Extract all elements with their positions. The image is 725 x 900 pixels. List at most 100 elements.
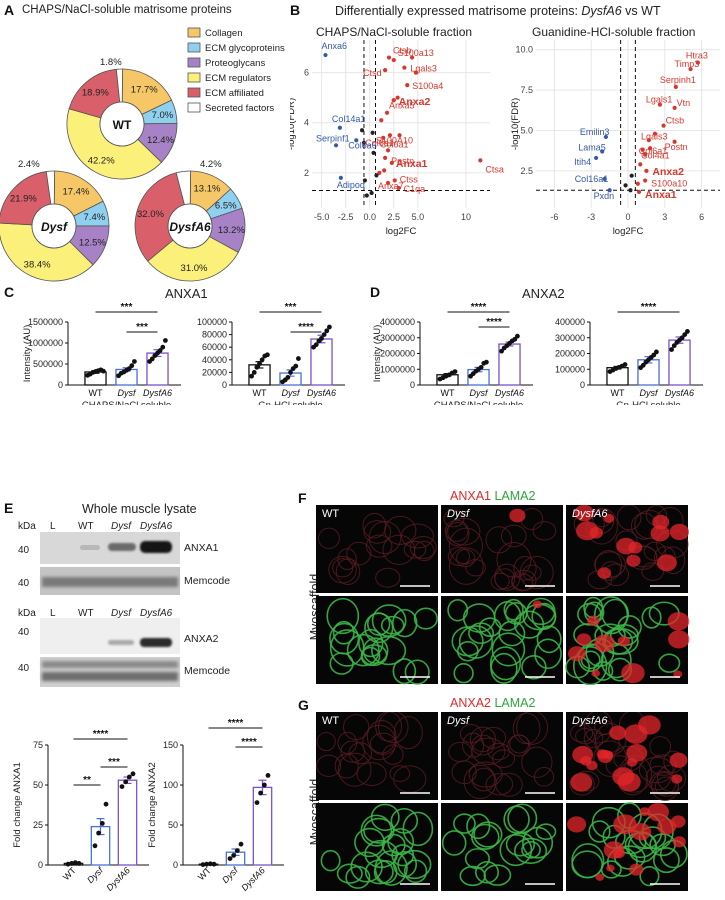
data-point <box>249 373 254 379</box>
fiber-outline <box>382 744 404 765</box>
scatter-point-ns <box>374 173 379 178</box>
scatter-point-up <box>389 160 394 165</box>
scatter-point-ns <box>362 178 368 183</box>
slice-label: 13.1% <box>194 184 221 195</box>
x-axis-label: CHAPS/NaCl soluble <box>82 400 171 405</box>
panel-g-micrographs <box>316 712 688 891</box>
panel-f-letter: F <box>298 490 307 506</box>
gene-label: Anxa6 <box>321 41 347 51</box>
fiber-outline <box>465 559 486 577</box>
fiber-outline <box>593 740 627 777</box>
bar <box>637 359 660 386</box>
data-point <box>654 349 659 355</box>
blot2-lane-dysfa6: DysfA6 <box>140 608 173 619</box>
blot1-label-memcode: Memcode <box>184 575 231 587</box>
donut-center-label: WT <box>113 118 132 132</box>
donut-hole <box>167 203 213 249</box>
x-axis-label: Gn-HCl soluble <box>616 400 680 405</box>
x-tick-label: -6 <box>550 212 558 222</box>
fiber-outline <box>368 520 402 555</box>
fiber-outline <box>453 663 474 684</box>
data-point <box>227 856 233 861</box>
data-point <box>101 368 106 374</box>
data-point <box>76 861 82 866</box>
y-tick-label: 6 <box>304 68 309 78</box>
scatter-point-down <box>333 143 339 148</box>
x-tick-label: Dysf <box>118 388 137 398</box>
panel-g-col-dysf: Dysf <box>447 715 469 727</box>
blot1-memcode-mw: 40 <box>18 578 30 589</box>
fiber-outline <box>445 522 470 547</box>
gene-label: Emilin3 <box>580 127 610 137</box>
fiber-outline <box>366 612 391 636</box>
x-tick-label: WT <box>611 388 625 398</box>
x-tick-label: DysfA6 <box>239 865 267 893</box>
scatter-point-down <box>338 175 343 181</box>
data-point <box>319 335 324 341</box>
scatter-point-down <box>594 155 599 161</box>
legend-swatch <box>187 42 201 53</box>
fiber-outline <box>441 830 467 856</box>
y-tick-label: 150 <box>163 740 178 750</box>
panel-b-volcanos: -5.0 -2.5 0.0 2.5 5.0 10 2 4 6 log2FC -log10(FDR) C… <box>290 40 720 237</box>
significance-label: *** <box>136 322 148 333</box>
scatter-point-up <box>383 67 388 73</box>
gene-label: Col6a6 <box>348 140 377 150</box>
data-point <box>132 359 137 364</box>
significance-label: **** <box>93 729 109 740</box>
gene-label: Col6a1 <box>639 146 668 156</box>
fiber-outline <box>346 633 380 667</box>
fiber-outline <box>447 546 471 566</box>
scatter-point-up <box>405 83 410 88</box>
y-tick-label: 10.0 <box>515 45 533 55</box>
scatter-point-up <box>695 60 701 65</box>
gene-label: Postn <box>665 142 688 152</box>
x-tick-label: 5.0 <box>412 212 425 222</box>
y-tick-label: 1000000 <box>380 364 415 374</box>
legend-label: ECM affiliated <box>205 88 264 99</box>
red-signal <box>669 523 690 541</box>
y-tick-label: 2000000 <box>380 349 415 359</box>
scatter-point-up <box>661 123 666 128</box>
scatter-point-up <box>688 66 693 72</box>
fiber-outline <box>361 644 388 667</box>
gene-label: Col6a1 <box>380 139 409 149</box>
legend-swatch <box>187 57 201 68</box>
data-point <box>254 800 260 805</box>
data-point <box>478 364 484 370</box>
data-point <box>285 375 291 380</box>
y-tick-label: 2.5 <box>520 166 533 176</box>
red-signal <box>567 816 587 833</box>
fiber-outline <box>366 719 397 754</box>
data-point <box>103 801 109 807</box>
fiber-outline <box>456 641 479 662</box>
gene-label: Serpinf1 <box>316 133 350 143</box>
fiber-outline <box>471 737 506 766</box>
data-point <box>313 342 319 348</box>
red-signal <box>628 541 643 554</box>
fiber-outline <box>320 849 341 872</box>
fiber-outline <box>377 712 409 744</box>
data-point <box>258 790 264 796</box>
fiber-outline <box>536 625 562 654</box>
blot-band <box>108 543 136 551</box>
red-signal <box>597 749 613 763</box>
fiber-outline <box>326 597 360 635</box>
y-tick-label: 4 <box>304 118 309 128</box>
data-point <box>512 336 518 342</box>
volcano1-subtitle: CHAPS/NaCl-soluble fraction <box>316 25 473 39</box>
legend-label: ECM regulators <box>205 73 271 84</box>
data-point <box>685 329 690 334</box>
fiber-outline <box>521 746 553 778</box>
y-tick-label: 2 <box>304 168 309 178</box>
fiber-outline <box>404 659 430 685</box>
fiber-outline <box>316 731 336 752</box>
fiber-outline <box>389 765 411 782</box>
gene-label: S100a4 <box>412 81 443 91</box>
fiber-outline <box>594 550 623 581</box>
fiber-outline <box>468 622 495 644</box>
y-tick-label: 0 <box>38 860 43 870</box>
y-axis-label: Intensity (AU) <box>22 325 33 383</box>
panel-f-col-dysf: Dysf <box>447 508 469 520</box>
